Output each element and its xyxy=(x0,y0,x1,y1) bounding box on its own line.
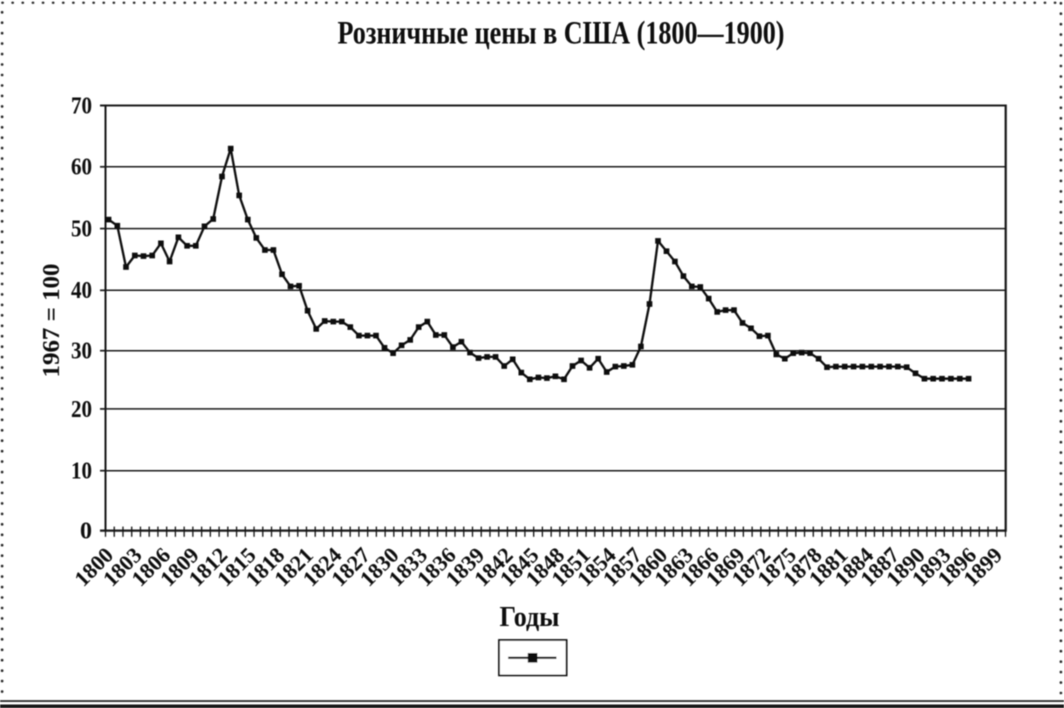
svg-text:30: 30 xyxy=(71,339,92,365)
svg-text:50: 50 xyxy=(71,217,92,243)
svg-text:70: 70 xyxy=(71,93,92,119)
svg-text:10: 10 xyxy=(71,459,92,485)
svg-text:20: 20 xyxy=(71,397,92,423)
svg-text:Розничные цены в США (1800—190: Розничные цены в США (1800—1900) xyxy=(338,16,785,52)
svg-text:1967 = 100: 1967 = 100 xyxy=(38,264,65,378)
svg-text:60: 60 xyxy=(71,155,92,181)
svg-text:Годы: Годы xyxy=(500,601,560,633)
svg-text:0: 0 xyxy=(80,519,92,545)
svg-text:40: 40 xyxy=(71,278,92,304)
